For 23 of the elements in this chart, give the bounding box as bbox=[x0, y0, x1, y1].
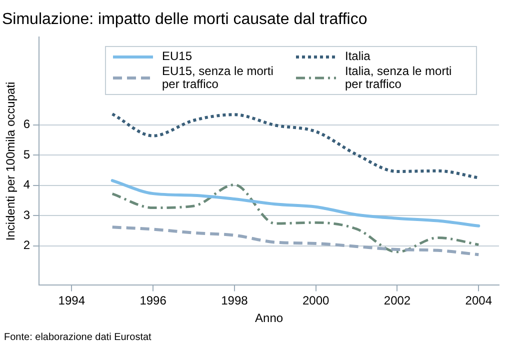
y-tick-label: 3 bbox=[23, 208, 30, 222]
line-series bbox=[110, 226, 480, 256]
x-tick-label: 1998 bbox=[221, 294, 248, 308]
y-tick-label: 5 bbox=[23, 147, 30, 162]
x-tick-label: 1994 bbox=[58, 294, 86, 308]
x-axis-title: Anno bbox=[255, 311, 284, 326]
legend-label: EU15 bbox=[162, 49, 194, 63]
line-series bbox=[111, 184, 480, 254]
line-series bbox=[110, 112, 480, 180]
x-tick-label: 1996 bbox=[140, 294, 167, 308]
x-tick-label: 2002 bbox=[384, 294, 411, 308]
y-tick-label: 6 bbox=[23, 117, 30, 132]
legend-label: EU15, senza le morti per traffico bbox=[162, 64, 274, 91]
legend-label: Italia bbox=[345, 49, 372, 63]
x-tick-label: 2004 bbox=[465, 294, 492, 308]
source-note: Fonte: elaborazione dati Eurostat bbox=[4, 332, 152, 343]
x-tick-label: 2000 bbox=[302, 294, 330, 308]
y-axis-title: Incidenti per 100mila occupati bbox=[4, 82, 18, 241]
legend-label: Italia, senza le morti per traffico bbox=[345, 64, 453, 91]
line-series bbox=[110, 179, 480, 228]
chart-title: Simulazione: impatto delle morti causate dal traffico bbox=[2, 11, 368, 28]
y-tick-label: 4 bbox=[23, 178, 30, 192]
y-tick-label: 2 bbox=[23, 238, 30, 252]
